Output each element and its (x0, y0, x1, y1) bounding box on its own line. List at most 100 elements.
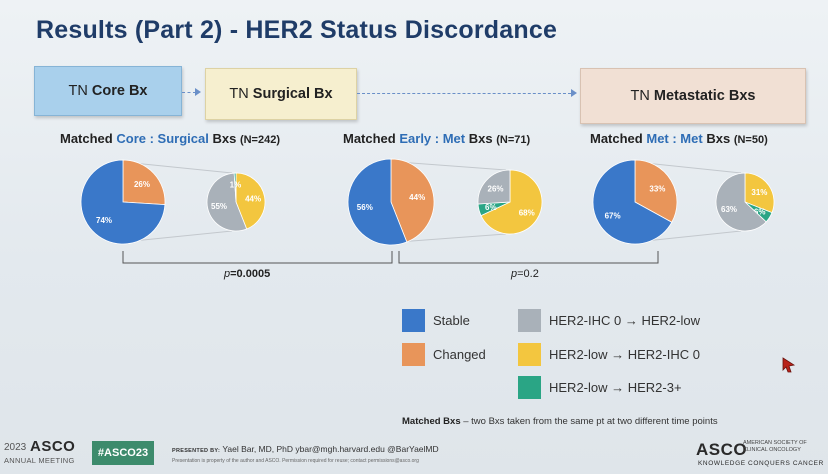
pie-slice (233, 172, 237, 203)
pie-data-label: 31% (751, 188, 767, 197)
flow-box-metastatic-label: Metastatic Bxs (653, 88, 756, 104)
pie-data-label: 6% (754, 207, 766, 216)
pie-connector-line (404, 161, 507, 171)
pie-data-label: 44% (245, 195, 261, 204)
pie-slice (347, 158, 408, 246)
p-value-2-prefix: p (511, 268, 518, 280)
group-label-pre: Matched (343, 131, 396, 146)
footer-asco-logo: ASCO (30, 438, 76, 455)
legend-label-changed: Changed (433, 347, 486, 362)
group-label-post: Bxs (706, 131, 731, 146)
footer-year: 2023 (4, 442, 27, 453)
pie-data-label: 63% (721, 205, 737, 214)
bracket-2 (398, 251, 659, 264)
pie-data-label: 56% (357, 203, 373, 212)
legend-swatch-low-to-3plus (518, 376, 541, 399)
legend-label-stable: Stable (433, 313, 470, 328)
legend-label-ihc0-to-low: HER2-IHC 0 → HER2-low (549, 313, 700, 328)
pie-data-label: 55% (211, 202, 227, 211)
group-label-blue: Met : Met (646, 131, 703, 146)
pie-data-label: 33% (649, 185, 665, 194)
legend-swatch-stable (402, 309, 425, 332)
pie-slice (715, 172, 767, 232)
cursor-icon (782, 357, 796, 373)
legend-stable: Stable (402, 309, 470, 332)
group-label-pre: Matched (590, 131, 643, 146)
p-value-2-text: =0.2 (517, 268, 539, 280)
footer-hashtag: #ASCO23 (92, 441, 154, 465)
slide-title: Results (Part 2) - HER2 Status Discordan… (36, 16, 558, 44)
group-label-core-surgical: Matched Core : Surgical Bxs (N=242) (60, 131, 280, 146)
legend-changed: Changed (402, 343, 486, 366)
group-label-n: (N=242) (239, 134, 280, 146)
legend-swatch-low-to-ihc0 (518, 343, 541, 366)
legend-label-low-to-ihc0: HER2-low → HER2-IHC 0 (549, 347, 700, 362)
group-label-blue: Early : Met (399, 131, 466, 146)
pie-data-label: 68% (519, 209, 535, 218)
flow-arrow-2-line (357, 93, 571, 94)
footnote-text: – two Bxs taken from the same pt at two … (460, 416, 718, 427)
legend-label-low-to-3plus: HER2-low → HER2-3+ (549, 380, 682, 395)
pie-slice (477, 169, 511, 205)
p-value-2: p=0.2 (511, 268, 539, 280)
flow-arrow-1-line (182, 92, 196, 93)
legend-ihc0-to-low: HER2-IHC 0 → HER2-low (518, 309, 700, 332)
bracket-1 (122, 251, 393, 264)
flow-box-surgical-prefix: TN (229, 86, 249, 102)
pie-connector-line (404, 233, 507, 243)
flow-box-metastatic-bxs: TN Metastatic Bxs (580, 68, 806, 124)
footer-society: AMERICAN SOCIETY OF CLINICAL ONCOLOGY (743, 440, 807, 453)
p-value-1-text: =0.0005 (230, 268, 271, 280)
footer-presenter: PRESENTED BY: Yael Bar, MD, PhD ybar@mgh… (172, 444, 439, 454)
legend-swatch-changed (402, 343, 425, 366)
footer: 2023 ASCO ANNUAL MEETING #ASCO23 PRESENT… (0, 436, 828, 474)
footer-tagline: KNOWLEDGE CONQUERS CANCER (698, 460, 824, 467)
footer-meeting: ANNUAL MEETING (4, 456, 75, 465)
footer-presenter-name: Yael Bar, MD, PhD ybar@mgh.harvard.edu @… (222, 444, 439, 454)
legend-low-to-ihc0: HER2-low → HER2-IHC 0 (518, 343, 700, 366)
pie-data-label: 26% (134, 180, 150, 189)
pie-connector-line (136, 162, 233, 174)
pie-slice (206, 172, 248, 232)
footnote: Matched Bxs – two Bxs taken from the sam… (402, 416, 718, 427)
pie-connector-line (648, 162, 742, 174)
legend-low-to-3plus: HER2-low → HER2-3+ (518, 376, 682, 399)
pie-slice (744, 172, 775, 214)
group-label-met-met: Matched Met : Met Bxs (N=50) (590, 131, 768, 146)
flow-box-metastatic-prefix: TN (630, 88, 650, 104)
flow-box-core-prefix: TN (68, 83, 88, 99)
pie-slice (592, 159, 673, 245)
group-label-early-met: Matched Early : Met Bxs (N=71) (343, 131, 530, 146)
pie-slice (390, 158, 435, 243)
group-label-post: Bxs (468, 131, 493, 146)
footer-presented-by: PRESENTED BY: (172, 448, 221, 454)
pie-data-label: 1% (230, 181, 242, 190)
group-label-n: (N=50) (733, 134, 768, 146)
flow-box-surgical-bx: TN Surgical Bx (205, 68, 357, 120)
flow-box-surgical-label: Surgical Bx (252, 86, 333, 102)
group-label-post: Bxs (212, 131, 237, 146)
flow-box-core-label: Core Bx (91, 83, 148, 99)
legend-swatch-ihc0-to-low (518, 309, 541, 332)
footnote-bold: Matched Bxs (402, 416, 461, 427)
flow-arrow-1-head (195, 88, 201, 96)
flow-arrow-2-head (571, 89, 577, 97)
footer-disclaimer: Presentation is property of the author a… (172, 458, 419, 464)
footer-asco-right-logo: ASCO (696, 440, 748, 459)
p-value-1-prefix: p (224, 268, 231, 280)
pie-data-label: 26% (488, 184, 504, 193)
group-label-pre: Matched (60, 131, 113, 146)
pie-data-label: 67% (605, 211, 621, 220)
pie-slice (634, 159, 678, 223)
group-label-n: (N=71) (496, 134, 531, 146)
pie-connector-line (648, 230, 742, 242)
pie-slice (80, 159, 166, 245)
flow-box-core-bx: TN Core Bx (34, 66, 182, 116)
pie-data-label: 74% (96, 216, 112, 225)
p-value-1: p=0.0005 (224, 268, 270, 280)
group-label-blue: Core : Surgical (116, 131, 209, 146)
pie-slice (235, 172, 266, 230)
